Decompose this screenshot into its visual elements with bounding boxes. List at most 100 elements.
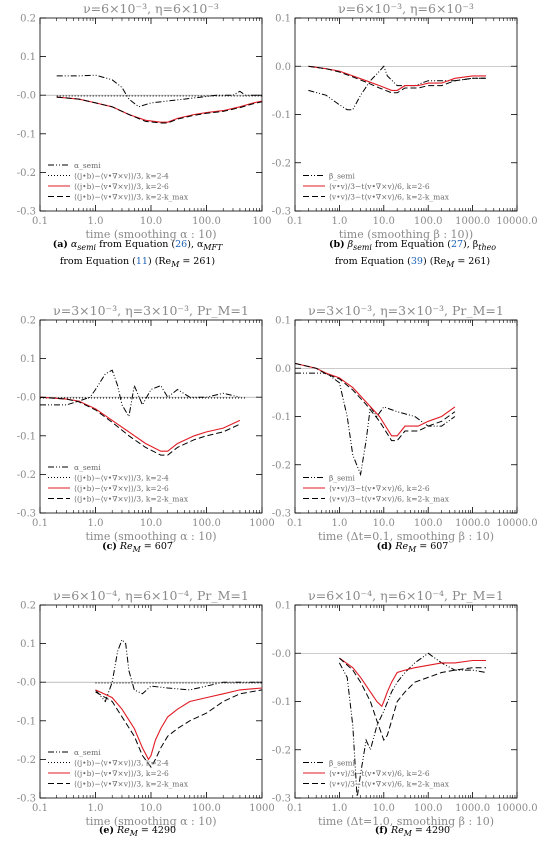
- y-tick-label: -0.0: [17, 393, 36, 404]
- legend-label: ⟨(j•b)−⟨v•∇×v⟩⟩/3, k=2-k_max: [74, 495, 189, 504]
- x-tick-label: 10000.0: [496, 518, 537, 529]
- x-tick-label: 0.1: [287, 803, 303, 814]
- x-tick-label: 1.0: [331, 216, 347, 227]
- y-tick-label: -0.1: [272, 412, 291, 423]
- legend-label: α_semi: [74, 161, 101, 170]
- legend-label: β_semi: [329, 474, 355, 483]
- y-tick-label: 0.2: [20, 601, 36, 612]
- x-tick-label: 100.0: [192, 216, 221, 227]
- y-tick-label: -0.2: [17, 755, 36, 766]
- series-line-4: [39, 396, 241, 456]
- y-tick-label: -0.3: [272, 207, 291, 218]
- legend-label: ⟨(j•b)−⟨v•∇×v⟩⟩/3, k=2-k_max: [74, 780, 189, 789]
- y-tick-label: -0.2: [17, 470, 36, 481]
- x-tick-label: 100: [252, 216, 271, 227]
- x-tick-label: 1000: [249, 518, 274, 529]
- legend-label: ⟨(j•b)−⟨v•∇×v⟩⟩/3, k=2-4: [74, 474, 169, 483]
- caption-d: (d) ReM = 607: [376, 541, 449, 554]
- x-axis-label: time (Δt=0.1, smoothing β : 10): [318, 530, 494, 543]
- x-tick-label: 10.0: [373, 216, 395, 227]
- y-tick-label: 0.2: [20, 14, 36, 25]
- y-tick-label: -0.3: [272, 794, 291, 805]
- series-line-2: [339, 657, 486, 708]
- y-tick-label: 0.1: [275, 601, 291, 612]
- y-tick-label: 0.1: [20, 52, 36, 63]
- x-tick-label: 1000.0: [455, 216, 490, 227]
- legend-label: ⟨v•v⟩/3−t⟨v•∇×v⟩/6, k=2-k_max: [329, 193, 450, 202]
- chart-title: ν=6×10⁻³, η=6×10⁻³: [83, 1, 219, 16]
- x-axis-label: time (Δt=1.0, smoothing β : 10): [318, 815, 494, 828]
- y-tick-label: -0.3: [17, 794, 36, 805]
- y-tick-label: -0.0: [17, 91, 36, 102]
- y-tick-label: -0.1: [272, 697, 291, 708]
- x-tick-label: 100.0: [192, 803, 221, 814]
- x-tick-label: 0.1: [287, 216, 303, 227]
- chart-title: ν=6×10⁻⁴, η=6×10⁻⁴, Pr_M=1: [308, 588, 504, 603]
- y-tick-label: 0.1: [20, 639, 36, 650]
- chart-title: ν=3×10⁻³, η=3×10⁻³, Pr_M=1: [308, 303, 504, 318]
- legend-label: ⟨(j•b)−⟨v•∇×v⟩⟩/3, k=2-4: [74, 759, 169, 768]
- x-tick-label: 10.0: [140, 803, 162, 814]
- x-tick-label: 0.1: [32, 518, 48, 529]
- chart-panel-4: ν=3×10⁻³, η=3×10⁻³, Pr_M=1 0.1 1.0 10.0 100.…: [272, 303, 538, 543]
- x-tick-label: 0.1: [287, 518, 303, 529]
- x-tick-label: 100.0: [414, 216, 443, 227]
- series-line-3: [294, 362, 456, 442]
- legend-label: ⟨v•v⟩/3−t⟨v•∇×v⟩/6, k=2-k_max: [329, 780, 450, 789]
- x-tick-label: 1.0: [88, 803, 104, 814]
- chart-title: ν=6×10⁻⁴, η=6×10⁻⁴, Pr_M=1: [53, 588, 249, 603]
- y-tick-label: 0.1: [20, 354, 36, 365]
- chart-panel-6: ν=6×10⁻⁴, η=6×10⁻⁴, Pr_M=1 0.1 1.0 10.0 100.…: [272, 588, 538, 828]
- legend-label: ⟨(j•b)−⟨v•∇×v⟩⟩/3, k=2-6: [74, 484, 169, 493]
- y-tick-label: 0.0: [275, 364, 291, 375]
- x-tick-label: 10.0: [373, 518, 395, 529]
- series-line-1: [40, 369, 241, 418]
- chart-panel-3: ν=3×10⁻³, η=3×10⁻³, Pr_M=1 0.1 1.0 10.0 100.…: [17, 303, 275, 543]
- y-tick-label: -0.1: [17, 431, 36, 442]
- caption-a: (a) αsemi from Equation (26), αMFT from …: [52, 239, 223, 269]
- caption-c: (c) ReM = 607: [102, 541, 173, 554]
- x-tick-label: 1000.0: [455, 803, 490, 814]
- legend-label: α_semi: [74, 463, 101, 472]
- x-tick-label: 1000.0: [455, 518, 490, 529]
- caption-e: (e) ReM = 4290: [98, 825, 177, 838]
- x-tick-label: 10.0: [373, 803, 395, 814]
- y-tick-label: -0.2: [272, 460, 291, 471]
- legend-label: ⟨v•v⟩/3−t⟨v•∇×v⟩/6, k=2-6: [329, 182, 430, 191]
- series-line-1: [308, 65, 486, 111]
- y-tick-label: -0.1: [17, 716, 36, 727]
- y-tick-label: 0.2: [20, 316, 36, 327]
- legend-label: ⟨v•v⟩/3−t⟨v•∇×v⟩/6, k=2-k_max: [329, 495, 450, 504]
- x-tick-label: 100.0: [414, 803, 443, 814]
- series-line-3: [308, 65, 486, 94]
- series-line-2: [308, 65, 486, 91]
- y-tick-label: -0.3: [17, 207, 36, 218]
- legend-label: ⟨(j•b)−⟨v•∇×v⟩⟩/3, k=2-6: [74, 182, 169, 191]
- legend-label: α_semi: [74, 748, 101, 757]
- series-line-4: [56, 96, 263, 124]
- x-tick-label: 10000.0: [496, 216, 537, 227]
- x-tick-label: 1.0: [331, 803, 347, 814]
- y-tick-label: 0.0: [275, 62, 291, 73]
- series-line-3: [339, 657, 486, 742]
- legend-label: ⟨v•v⟩/3−t⟨v•∇×v⟩/6, k=2-6: [329, 769, 430, 778]
- chart-panel-2: ν=6×10⁻³, η=6×10⁻³ 0.1 1.0 10.0 100.0 1000.0 1…: [272, 1, 538, 241]
- legend-label: ⟨(j•b)−⟨v•∇×v⟩⟩/3, k=2-6: [74, 769, 169, 778]
- y-tick-label: 0.1: [275, 316, 291, 327]
- x-tick-label: 10000.0: [496, 803, 537, 814]
- legend-label: β_semi: [329, 759, 355, 768]
- series-line-1: [56, 74, 262, 108]
- legend-label: ⟨(j•b)−⟨v•∇×v⟩⟩/3, k=2-k_max: [74, 193, 189, 202]
- legend-label: ⟨v•v⟩/3−t⟨v•∇×v⟩/6, k=2-6: [329, 484, 430, 493]
- x-tick-label: 1.0: [331, 518, 347, 529]
- series-line-1: [338, 652, 487, 799]
- x-tick-label: 100.0: [414, 518, 443, 529]
- x-tick-label: 1000: [249, 803, 274, 814]
- series-line-3: [95, 687, 263, 761]
- series-line-4: [95, 689, 263, 769]
- x-tick-label: 10.0: [140, 518, 162, 529]
- legend-label: β_semi: [329, 172, 355, 181]
- y-tick-label: -0.0: [272, 649, 291, 660]
- y-tick-label: -0.2: [272, 158, 291, 169]
